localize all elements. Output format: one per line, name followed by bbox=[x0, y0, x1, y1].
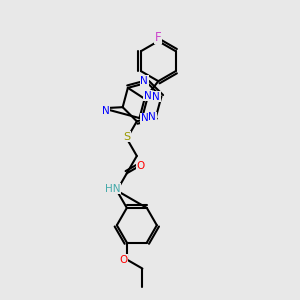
Text: N: N bbox=[148, 112, 156, 122]
Text: S: S bbox=[123, 132, 130, 142]
Text: N: N bbox=[140, 76, 148, 86]
Text: O: O bbox=[120, 255, 128, 265]
Text: HN: HN bbox=[105, 184, 121, 194]
Text: N: N bbox=[152, 92, 160, 102]
Text: F: F bbox=[155, 31, 162, 44]
Text: N: N bbox=[141, 113, 148, 123]
Text: N: N bbox=[144, 91, 152, 101]
Text: N: N bbox=[102, 106, 110, 116]
Text: O: O bbox=[137, 161, 145, 171]
